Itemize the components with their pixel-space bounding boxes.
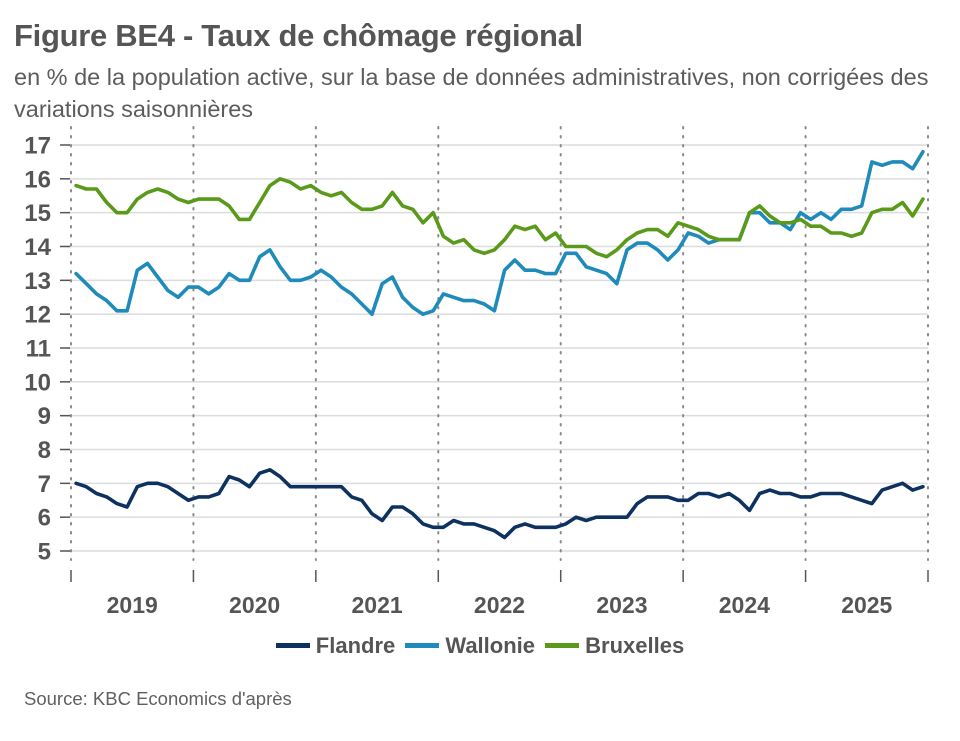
legend: Flandre Wallonie Bruxelles bbox=[0, 628, 960, 659]
y-tick-label: 9 bbox=[38, 403, 51, 430]
legend-label-wallonie: Wallonie bbox=[445, 632, 536, 658]
x-tick-label: 2022 bbox=[474, 592, 525, 618]
series-lines bbox=[74, 150, 925, 540]
y-tick-label: 17 bbox=[24, 133, 51, 160]
y-tick-label: 6 bbox=[38, 505, 51, 532]
series-line-bruxelles bbox=[74, 177, 925, 259]
legend-item-bruxelles[interactable]: Bruxelles bbox=[545, 633, 684, 659]
x-tick-label: 2023 bbox=[596, 592, 647, 618]
y-tick-label: 13 bbox=[24, 268, 51, 295]
series-line-flandre bbox=[74, 467, 925, 540]
legend-swatch-flandre bbox=[275, 643, 310, 648]
y-tick-label: 14 bbox=[24, 234, 51, 261]
legend-swatch-bruxelles bbox=[545, 643, 580, 648]
x-axis-ticks: 2019 2020 2021 2022 2023 2024 2025 bbox=[70, 570, 929, 618]
y-tick-label: 16 bbox=[24, 166, 51, 193]
chart-subtitle: en % de la population active, sur la bas… bbox=[14, 64, 929, 122]
legend-label-bruxelles: Bruxelles bbox=[585, 632, 685, 658]
y-tick-label: 11 bbox=[26, 336, 51, 363]
y-tick-label: 5 bbox=[38, 539, 51, 566]
series-line-wallonie bbox=[74, 150, 925, 317]
y-tick-label: 8 bbox=[38, 437, 51, 464]
legend-swatch-wallonie bbox=[405, 643, 440, 648]
y-tick-label: 10 bbox=[24, 369, 51, 396]
y-axis-ticks: 5 6 7 8 9 10 11 12 13 14 15 16 17 bbox=[24, 133, 70, 566]
legend-item-wallonie[interactable]: Wallonie bbox=[405, 633, 535, 659]
x-tick-label: 2020 bbox=[229, 592, 280, 618]
x-tick-label: 2025 bbox=[841, 592, 892, 618]
x-tick-label: 2019 bbox=[107, 592, 158, 618]
y-tick-label: 15 bbox=[24, 200, 51, 227]
vertical-year-dividers bbox=[70, 126, 929, 561]
horizontal-gridlines bbox=[67, 144, 928, 552]
y-tick-label: 12 bbox=[24, 302, 51, 329]
x-tick-label: 2021 bbox=[351, 592, 402, 618]
source-note: Source: KBC Economics d'après bbox=[24, 688, 292, 709]
legend-item-flandre[interactable]: Flandre bbox=[275, 632, 396, 659]
chart-title: Figure BE4 - Taux de chômage régional bbox=[14, 18, 583, 53]
x-tick-label: 2024 bbox=[719, 592, 770, 618]
legend-label-flandre: Flandre bbox=[315, 632, 396, 658]
y-tick-label: 7 bbox=[38, 471, 51, 498]
